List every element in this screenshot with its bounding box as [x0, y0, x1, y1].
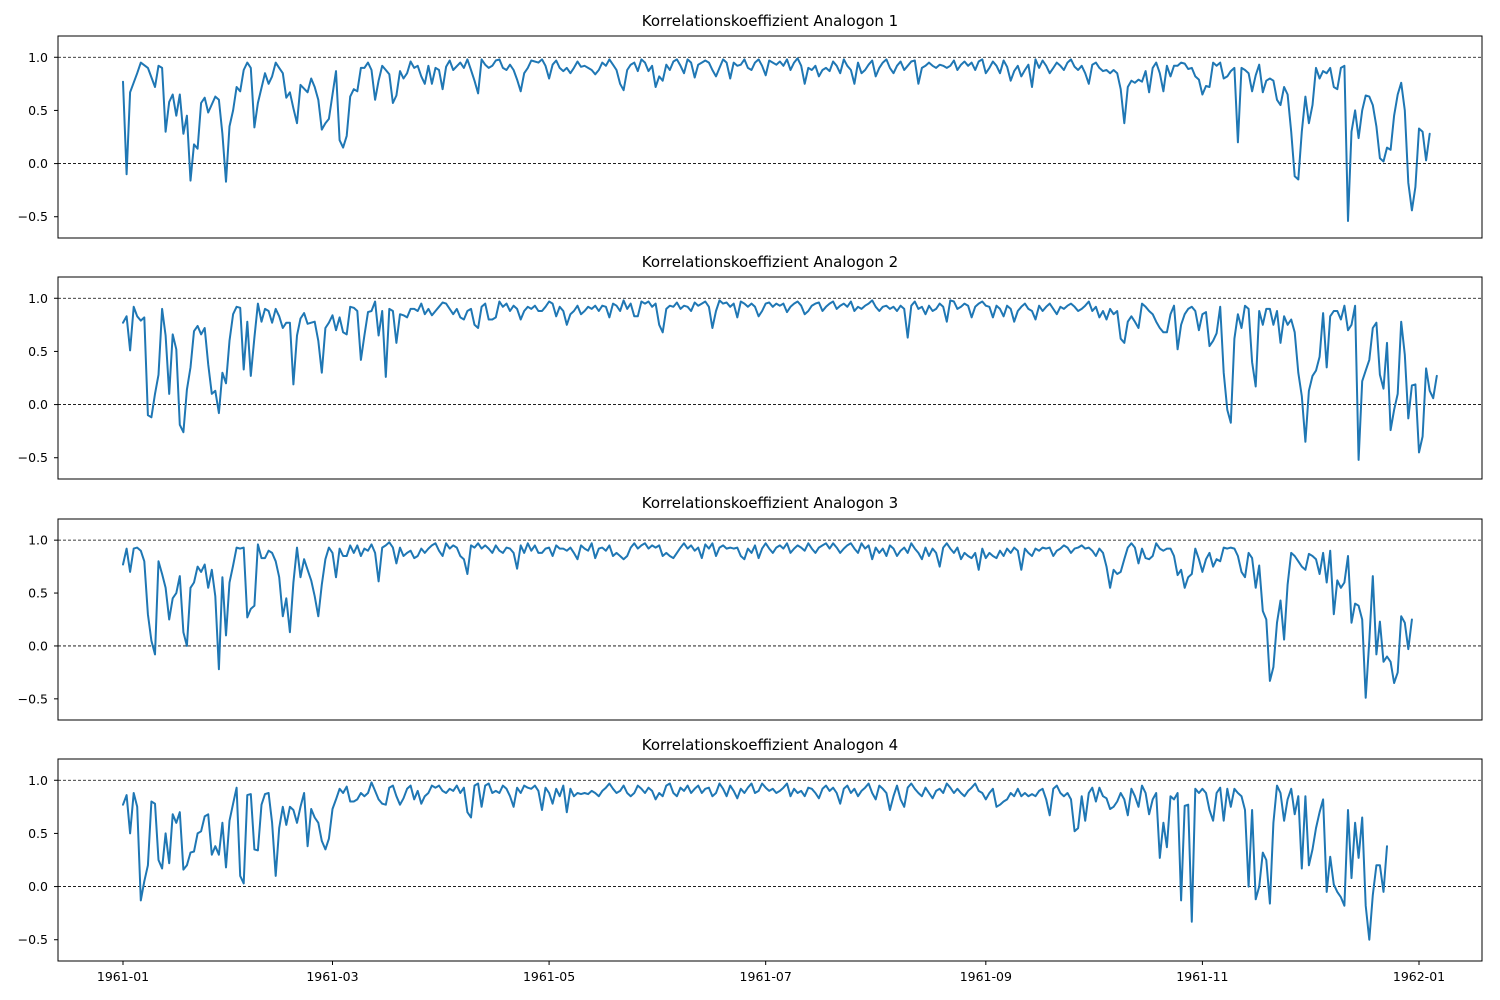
panel-1-ytick-label: 1.0	[28, 50, 48, 65]
panel-4-ytick-label: 0.0	[28, 879, 48, 894]
panel-1-ytick-label: 0.0	[28, 156, 48, 171]
panel-4-xtick-label: 1961-09	[960, 969, 1012, 984]
panel-3-series-line	[122, 541, 1413, 699]
panel-3-title: Korrelationskoeffizient Analogon 3	[642, 494, 898, 512]
panel-4-xtick-label: 1961-03	[306, 969, 358, 984]
panel-4-xtick-label: 1961-01	[97, 969, 149, 984]
panel-1: Korrelationskoeffizient Analogon 1 −0.5 …	[18, 12, 1483, 239]
panel-1-title: Korrelationskoeffizient Analogon 1	[642, 12, 898, 30]
panel-4-xticks: 1961-01 1961-03 1961-05 1961-07 1961-09 …	[97, 961, 1445, 984]
panel-4-xtick-label: 1961-05	[523, 969, 575, 984]
panel-4-xtick-label: 1962-01	[1393, 969, 1445, 984]
panel-2: Korrelationskoeffizient Analogon 2 −0.5 …	[18, 253, 1483, 480]
panel-1-ytick-label: 0.5	[28, 103, 48, 118]
panel-4-ytick-label: −0.5	[18, 932, 48, 947]
panel-4-ytick-label: 1.0	[28, 773, 48, 788]
panel-4-yticks: −0.5 0.0 0.5 1.0	[18, 773, 58, 947]
panel-4-ytick-label: 0.5	[28, 826, 48, 841]
panel-3: Korrelationskoeffizient Analogon 3 −0.5 …	[18, 494, 1483, 721]
panel-2-ytick-label: 0.0	[28, 397, 48, 412]
panel-3-ytick-label: 1.0	[28, 533, 48, 548]
panel-3-axes-frame	[57, 518, 1483, 721]
panel-2-series-line	[122, 299, 1438, 461]
panel-1-series-line	[122, 57, 1431, 222]
panel-3-ytick-label: 0.5	[28, 586, 48, 601]
panel-1-yticks: −0.5 0.0 0.5 1.0	[18, 50, 58, 224]
panel-2-axes-frame	[57, 276, 1483, 480]
panel-2-title: Korrelationskoeffizient Analogon 2	[642, 253, 898, 271]
panel-3-ytick-label: 0.0	[28, 638, 48, 653]
panel-2-ytick-label: −0.5	[18, 450, 48, 465]
panel-2-ytick-label: 0.5	[28, 344, 48, 359]
panel-4-title: Korrelationskoeffizient Analogon 4	[642, 736, 898, 754]
panel-4-xtick-label: 1961-07	[740, 969, 792, 984]
panel-4-series-line	[122, 781, 1388, 941]
panel-2-yticks: −0.5 0.0 0.5 1.0	[18, 291, 58, 465]
panel-4-xtick-label: 1961-11	[1176, 969, 1228, 984]
panel-4: Korrelationskoeffizient Analogon 4 −0.5 …	[18, 736, 1483, 984]
panel-2-ytick-label: 1.0	[28, 291, 48, 306]
panel-1-ytick-label: −0.5	[18, 209, 48, 224]
panel-3-ytick-label: −0.5	[18, 691, 48, 706]
panel-4-axes-frame	[57, 758, 1483, 962]
panel-1-axes-frame	[57, 35, 1483, 239]
panel-3-yticks: −0.5 0.0 0.5 1.0	[18, 533, 58, 706]
